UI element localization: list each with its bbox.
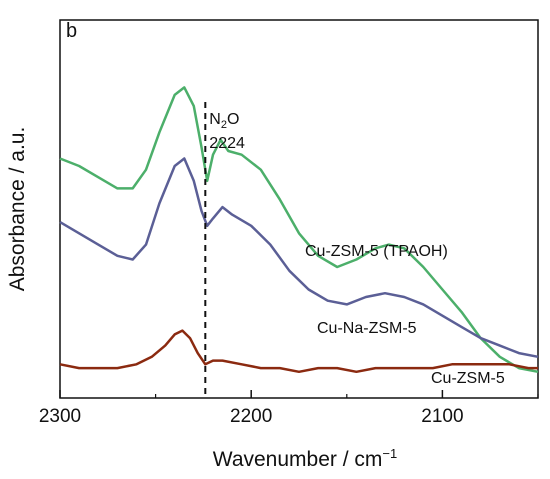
plot-frame <box>59 19 539 399</box>
y-axis-label: Absorbance / a.u. <box>6 127 29 292</box>
series-line-cu-na-zsm5 <box>59 157 539 359</box>
n2o-label: N2O <box>209 111 239 131</box>
series-layer <box>59 86 539 374</box>
x-tick-label: 2200 <box>230 406 272 427</box>
x-tick-label: 2300 <box>39 406 81 427</box>
n2o-wavenumber-label: 2224 <box>209 135 245 152</box>
series-label-cu-zsm5-tpaoh: Cu-ZSM-5 (TPAOH) <box>305 243 448 260</box>
x-tick-label: 2100 <box>421 406 463 427</box>
x-axis-label: Wavenumber / cm−1 <box>213 446 397 471</box>
series-line-cu-zsm5-tpaoh <box>59 86 539 374</box>
series-line-cu-zsm5 <box>59 329 538 374</box>
x-axis-ticks: 2300 2200 2100 <box>39 390 539 427</box>
panel-label: b <box>66 20 77 42</box>
series-label-cu-na-zsm5: Cu-Na-ZSM-5 <box>317 320 417 337</box>
series-label-cu-zsm5: Cu-ZSM-5 <box>431 370 505 387</box>
